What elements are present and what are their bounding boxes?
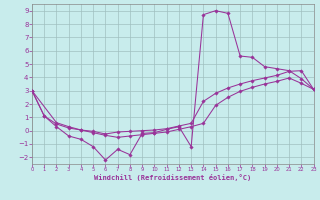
X-axis label: Windchill (Refroidissement éolien,°C): Windchill (Refroidissement éolien,°C)	[94, 174, 252, 181]
